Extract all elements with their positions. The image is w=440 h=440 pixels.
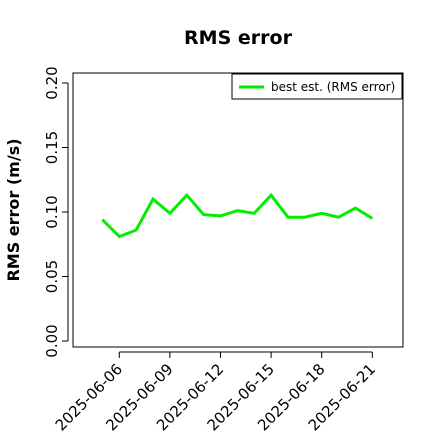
legend-label: best est. (RMS error) (271, 80, 395, 94)
y-axis: 0.00 0.05 0.10 0.15 0.20 (43, 66, 69, 358)
y-axis-label: RMS error (m/s) (4, 138, 23, 281)
y-tick-label: 0.05 (43, 260, 61, 293)
plot-frame (72, 72, 404, 348)
y-tick-label: 0.00 (43, 324, 61, 357)
x-axis: 2025-06-062025-06-092025-06-122025-06-15… (52, 351, 379, 434)
y-tick-label: 0.15 (43, 131, 61, 164)
series-layer (101, 192, 374, 239)
chart-title: RMS error (184, 27, 293, 49)
y-tick-label: 0.20 (43, 66, 61, 99)
series-line (101, 192, 374, 239)
y-tick-label: 0.10 (43, 195, 61, 228)
legend: best est. (RMS error) (231, 73, 403, 100)
